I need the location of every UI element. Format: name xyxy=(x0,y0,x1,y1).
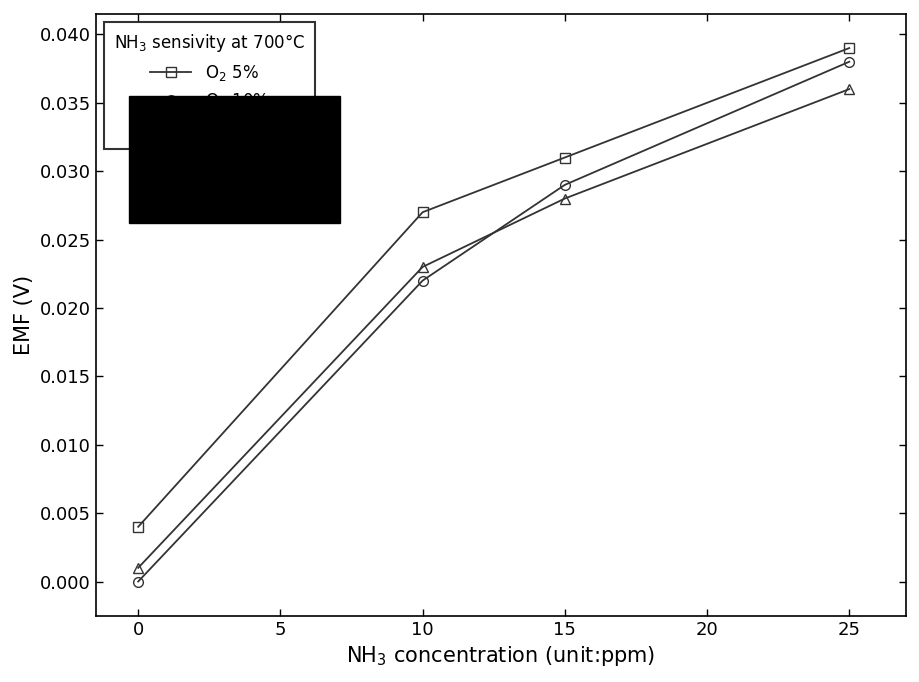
O$_2$ 5% xyxy=(843,44,854,53)
O$_2$ 15% xyxy=(132,564,143,572)
O$_2$ 15% xyxy=(416,263,427,271)
O$_2$ 10% xyxy=(843,58,854,66)
O$_2$ 5% xyxy=(559,153,570,162)
O$_2$ 15% xyxy=(843,85,854,93)
O$_2$ 10% xyxy=(559,181,570,189)
O$_2$ 5% xyxy=(132,522,143,531)
Line: O$_2$ 10%: O$_2$ 10% xyxy=(133,57,853,587)
O$_2$ 10% xyxy=(416,276,427,284)
Legend: O$_2$ 5%, O$_2$ 10%, O$_2$ 15%: O$_2$ 5%, O$_2$ 10%, O$_2$ 15% xyxy=(104,23,314,149)
O$_2$ 5% xyxy=(416,208,427,216)
Line: O$_2$ 15%: O$_2$ 15% xyxy=(133,85,853,573)
O$_2$ 15% xyxy=(559,194,570,203)
Line: O$_2$ 5%: O$_2$ 5% xyxy=(133,43,853,532)
Y-axis label: EMF (V): EMF (V) xyxy=(14,275,34,355)
O$_2$ 10% xyxy=(132,578,143,586)
X-axis label: NH$_3$ concentration (unit:ppm): NH$_3$ concentration (unit:ppm) xyxy=(346,644,655,668)
